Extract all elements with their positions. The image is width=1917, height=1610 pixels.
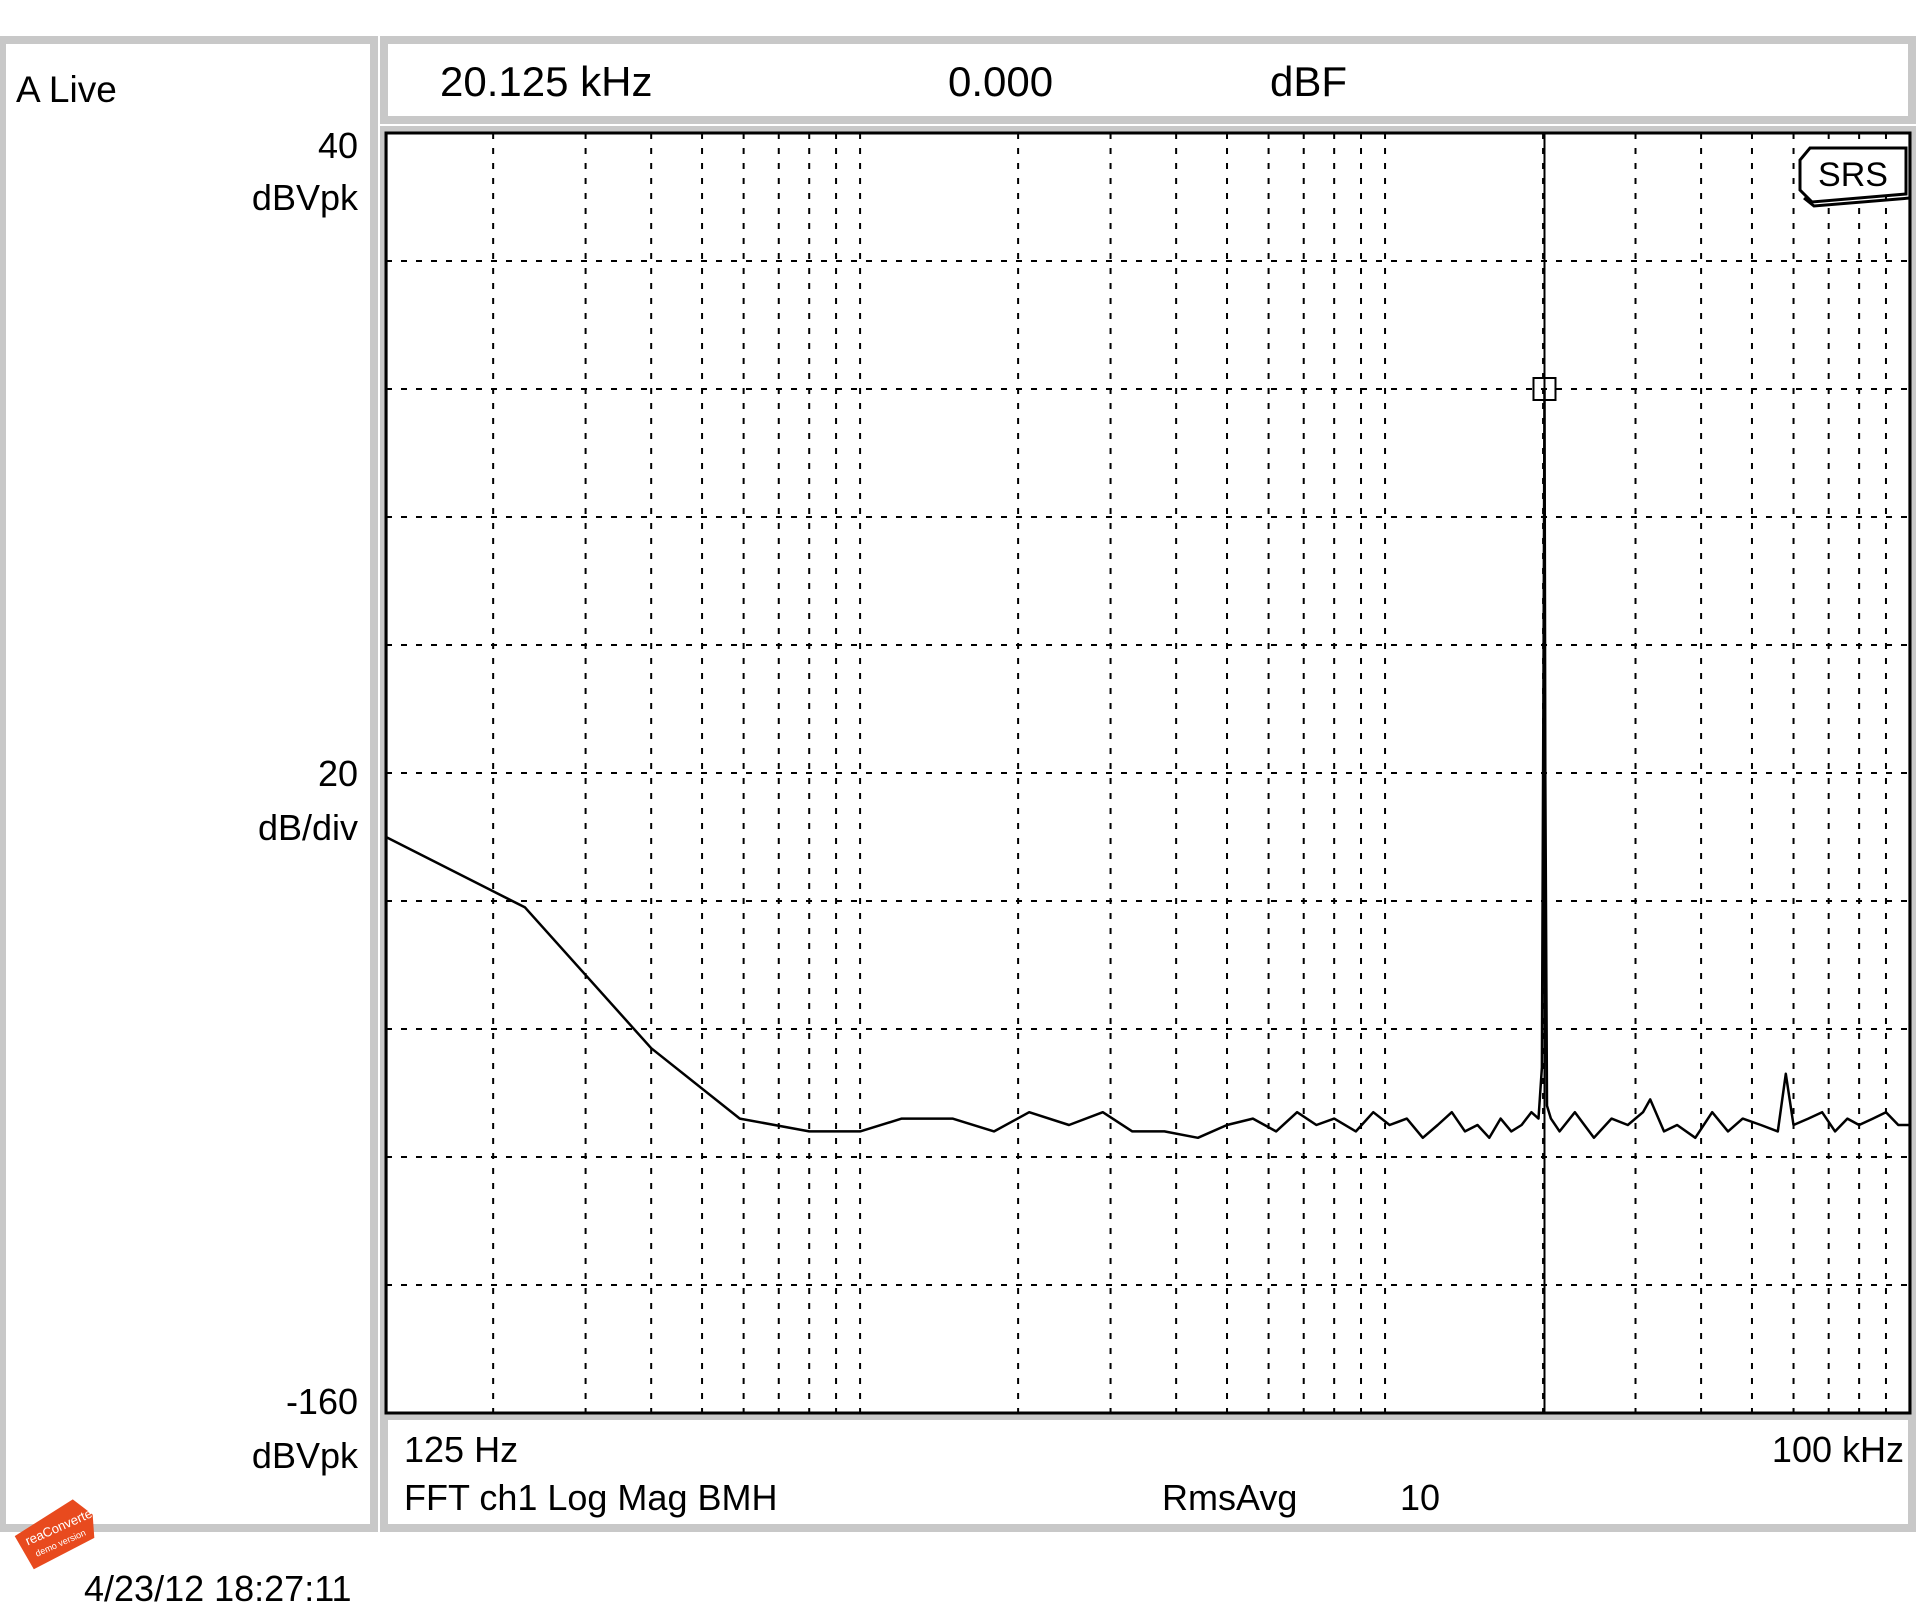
average-label: RmsAvg	[1162, 1477, 1297, 1518]
srs-logo: SRS	[1798, 146, 1912, 208]
srs-logo-text: SRS	[1818, 156, 1888, 194]
mode-label: A Live	[16, 69, 117, 110]
spectrum-trace	[385, 387, 1910, 1140]
bottom-scale-value: -160	[286, 1381, 358, 1422]
watermark-logo: reaConverter demo version	[14, 1499, 99, 1570]
start-frequency: 125 Hz	[404, 1429, 518, 1470]
marker-frequency: 20.125 kHz	[440, 58, 652, 105]
marker-point	[1532, 377, 1557, 401]
stop-frequency: 100 kHz	[1772, 1429, 1904, 1470]
plot-grid	[386, 133, 1910, 1413]
left-panel-frame	[0, 36, 378, 1532]
plot-frame	[380, 126, 1916, 1420]
timestamp: 4/23/12 18:27:11	[84, 1568, 352, 1609]
plot-marks	[385, 133, 1910, 1413]
top-scale-unit: dBVpk	[252, 177, 359, 218]
marker-unit: dBF	[1270, 58, 1347, 105]
average-count: 10	[1400, 1477, 1440, 1518]
div-scale-value: 20	[318, 753, 358, 794]
bottom-scale-unit: dBVpk	[252, 1435, 359, 1476]
measurement-description: FFT ch1 Log Mag BMH	[404, 1477, 777, 1518]
marker-value: 0.000	[948, 58, 1053, 105]
readout-frame	[380, 36, 1916, 124]
top-scale-value: 40	[318, 125, 358, 166]
div-scale-unit: dB/div	[258, 807, 358, 848]
